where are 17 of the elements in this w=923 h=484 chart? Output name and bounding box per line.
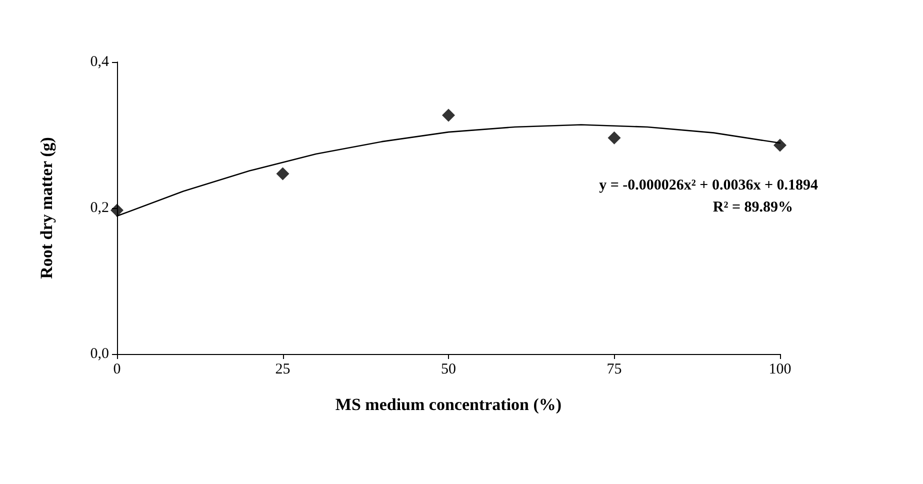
y-axis-title: Root dry matter (g) xyxy=(37,137,56,279)
annotation: y = -0.000026x² + 0.0036x + 0.1894 xyxy=(599,178,818,194)
y-tick-label: 0,0 xyxy=(90,346,109,362)
x-axis-title: MS medium concentration (%) xyxy=(335,395,562,414)
point xyxy=(276,167,290,180)
point xyxy=(774,138,786,152)
x-tick-label: 25 xyxy=(275,362,290,378)
x-tick-label: 50 xyxy=(441,362,456,378)
point xyxy=(608,131,621,144)
y-tick-label: 0,2 xyxy=(90,200,109,216)
x-tick-label: 75 xyxy=(606,362,622,378)
x-tick-label: 100 xyxy=(768,362,792,378)
point xyxy=(442,108,455,122)
y-tick-label: 0,4 xyxy=(90,54,110,70)
annotation: R² = 89.89% xyxy=(712,200,794,216)
point xyxy=(110,204,124,217)
x-tick-label: 0 xyxy=(113,362,121,378)
